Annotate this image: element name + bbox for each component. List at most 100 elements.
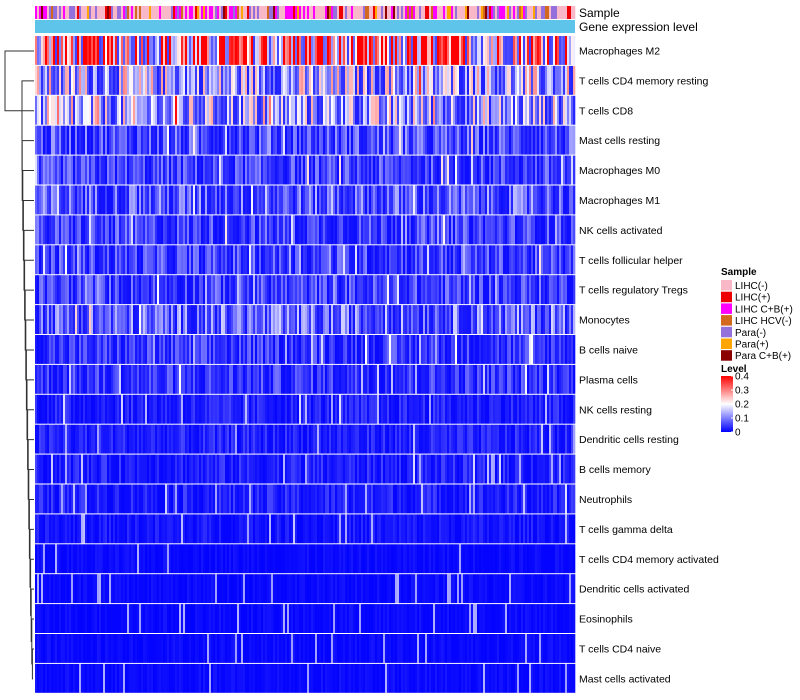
heatmap-cell: [145, 335, 148, 364]
heatmap-cell: [163, 454, 166, 484]
heatmap-cell: [521, 364, 524, 394]
heatmap-cell: [349, 305, 352, 334]
heatmap-cell: [371, 454, 374, 484]
heatmap-cell: [341, 65, 344, 95]
heatmap-cell: [533, 245, 536, 275]
sample-annotation-cell: [457, 6, 460, 19]
heatmap-cell: [231, 125, 234, 155]
heatmap-cell: [235, 215, 238, 245]
heatmap-cell: [337, 65, 340, 95]
heatmap-cell: [491, 394, 494, 424]
heatmap-cell: [87, 364, 90, 394]
heatmap-cell: [155, 394, 158, 424]
heatmap-cell: [63, 36, 66, 65]
heatmap-cell: [475, 215, 478, 245]
heatmap-cell: [529, 305, 532, 334]
heatmap-cell: [547, 95, 550, 125]
heatmap-cell: [171, 424, 174, 454]
heatmap-cell: [151, 65, 154, 95]
heatmap-cell: [111, 514, 114, 544]
heatmap-cell: [405, 514, 408, 544]
heatmap-cell: [415, 185, 418, 215]
heatmap-cell: [465, 125, 468, 155]
heatmap-cell: [405, 245, 408, 275]
heatmap-cell: [511, 305, 514, 334]
heatmap-cell: [105, 394, 108, 424]
heatmap-cell: [535, 364, 538, 394]
heatmap-cell: [267, 185, 270, 215]
heatmap-cell: [343, 514, 346, 544]
heatmap-row: [35, 305, 576, 334]
heatmap-cell: [185, 245, 188, 275]
heatmap-cell: [227, 65, 230, 95]
heatmap-cell: [215, 36, 218, 65]
heatmap-cell: [387, 394, 390, 424]
heatmap-cell: [491, 245, 494, 275]
heatmap-cell: [255, 65, 258, 95]
heatmap-cell: [453, 424, 456, 454]
heatmap-cell: [357, 245, 360, 275]
heatmap-cell: [339, 65, 342, 95]
heatmap-cell: [345, 454, 348, 484]
heatmap-cell: [325, 454, 328, 484]
heatmap-cell: [99, 424, 102, 454]
heatmap-cell: [349, 65, 352, 95]
heatmap-cell: [565, 484, 568, 514]
heatmap-cell: [135, 484, 138, 514]
heatmap-cell: [449, 484, 452, 514]
heatmap-cell: [567, 364, 570, 394]
heatmap-cell: [105, 335, 108, 364]
sample-annotation-cell: [187, 6, 190, 19]
heatmap-cell: [61, 215, 64, 245]
heatmap-cell: [449, 245, 452, 275]
heatmap-cell: [457, 454, 460, 484]
heatmap-cell: [565, 335, 568, 364]
heatmap-cell: [473, 125, 476, 155]
heatmap-cell: [289, 65, 292, 95]
heatmap-cell: [413, 125, 416, 155]
heatmap-cell: [215, 245, 218, 275]
heatmap-cell: [213, 364, 216, 394]
heatmap-cell: [227, 185, 230, 215]
heatmap-cell: [461, 95, 464, 125]
heatmap-cell: [421, 185, 424, 215]
heatmap-cell: [437, 335, 440, 364]
heatmap-cell: [465, 484, 468, 514]
heatmap-cell: [49, 305, 52, 334]
heatmap-cell: [45, 275, 48, 305]
heatmap-cell: [187, 484, 190, 514]
heatmap-cell: [155, 544, 158, 574]
heatmap-cell: [237, 394, 240, 424]
sample-annotation-cell: [453, 6, 456, 19]
sample-annotation-cell: [153, 6, 156, 19]
heatmap-cell: [521, 155, 524, 185]
heatmap-cell: [219, 65, 222, 95]
heatmap-cell: [189, 544, 192, 574]
sample-annotation-cell: [471, 6, 474, 19]
heatmap-cell: [173, 125, 176, 155]
heatmap-cell: [389, 305, 392, 334]
heatmap-cell: [213, 245, 216, 275]
heatmap-cell: [343, 454, 346, 484]
heatmap-cell: [533, 454, 536, 484]
heatmap-cell: [341, 305, 344, 334]
heatmap-cell: [387, 155, 390, 185]
heatmap-cell: [557, 394, 560, 424]
heatmap-cell: [159, 275, 162, 305]
heatmap-cell: [243, 514, 246, 544]
heatmap-cell: [461, 36, 464, 65]
heatmap-cell: [291, 275, 294, 305]
sample-annotation-cell: [203, 6, 206, 19]
heatmap-cell: [117, 245, 120, 275]
sample-annotation-cell: [73, 6, 76, 19]
heatmap-cell: [273, 275, 276, 305]
heatmap-cell: [419, 36, 422, 65]
heatmap-cell: [85, 364, 88, 394]
heatmap-cell: [45, 514, 48, 544]
heatmap-cell: [329, 155, 332, 185]
heatmap-cell: [555, 514, 558, 544]
heatmap-cell: [315, 125, 318, 155]
heatmap-cell: [49, 454, 52, 484]
heatmap-cell: [255, 36, 258, 65]
heatmap-cell: [37, 125, 40, 155]
